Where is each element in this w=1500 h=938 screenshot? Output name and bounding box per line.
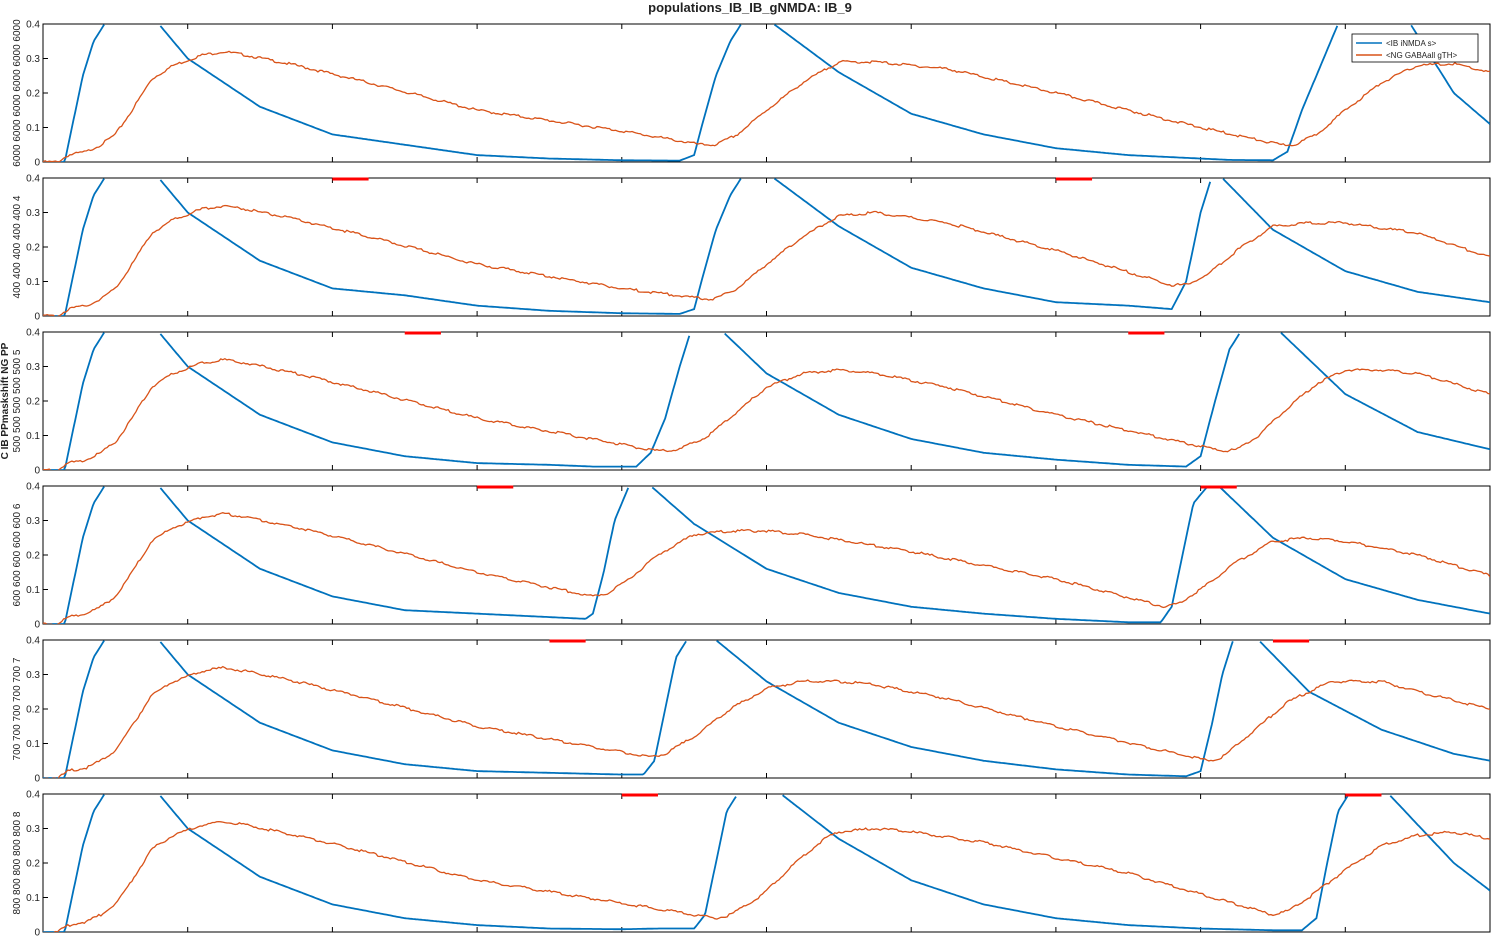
panel-axes-box [42, 331, 1491, 471]
y-tick-label: 0.4 [26, 174, 40, 185]
panel-axes-box [42, 177, 1491, 317]
y-tick-label: 0.2 [26, 859, 40, 870]
panel-axes-box [42, 793, 1491, 933]
y-tick-label: 0.3 [26, 208, 40, 219]
series-line-ib-inmda [43, 178, 1490, 316]
panel-ylabel: 500 500 500 500 500 5 [12, 349, 23, 452]
y-tick-label: 0.1 [26, 585, 40, 596]
y-tick-label: 0.1 [26, 277, 40, 288]
y-tick-label: 0.3 [26, 54, 40, 65]
y-tick-label: 0.1 [26, 123, 40, 134]
y-tick-label: 0.4 [26, 20, 40, 31]
y-tick-label: 0.4 [26, 790, 40, 801]
panel-ylabel: 6000 6000 6000 6000 6000 6000 [12, 19, 23, 167]
series-line-ib-inmda [43, 640, 1490, 778]
panel-ylabel: 800 800 800 800 800 8 [12, 811, 23, 914]
series-line-ib-inmda [43, 332, 1490, 470]
y-tick-label: 0.4 [26, 636, 40, 647]
series-line-ib-inmda [43, 794, 1490, 932]
series-line-ng-gabaall [43, 357, 1490, 470]
figure-ylabel: C IB PPmaskshift NG PP [0, 342, 11, 459]
y-tick-label: 0.4 [26, 328, 40, 339]
y-tick-label: 0 [34, 312, 40, 323]
y-tick-label: 0 [34, 466, 40, 477]
y-tick-label: 0.4 [26, 482, 40, 493]
legend-entry: <NG GABAall gTH> [1386, 51, 1457, 60]
y-tick-label: 0.3 [26, 670, 40, 681]
panel-axes-box [42, 485, 1491, 625]
series-line-ng-gabaall [43, 204, 1490, 316]
panel-ylabel: 700 700 700 700 700 7 [12, 657, 23, 760]
y-tick-label: 0.2 [26, 551, 40, 562]
y-tick-label: 0.1 [26, 431, 40, 442]
y-tick-label: 0.2 [26, 243, 40, 254]
y-tick-label: 0.2 [26, 397, 40, 408]
y-tick-label: 0.2 [26, 89, 40, 100]
y-tick-label: 0 [34, 620, 40, 631]
y-tick-label: 0.3 [26, 824, 40, 835]
y-tick-label: 0.2 [26, 705, 40, 716]
series-line-ng-gabaall [43, 50, 1490, 162]
legend: <IB iNMDA s> <NG GABAall gTH> [1351, 33, 1479, 63]
series-line-ib-inmda [43, 486, 1490, 624]
y-tick-label: 0.3 [26, 362, 40, 373]
legend-box [1351, 33, 1479, 63]
series-line-ib-inmda [43, 24, 1490, 162]
y-tick-label: 0 [34, 928, 40, 938]
panel-ylabel: 600 600 600 600 600 6 [12, 503, 23, 606]
series-line-ng-gabaall [43, 512, 1490, 624]
panel-axes-box [42, 639, 1491, 779]
legend-entry: <IB iNMDA s> [1386, 39, 1437, 48]
y-tick-label: 0 [34, 774, 40, 785]
y-tick-label: 0.1 [26, 739, 40, 750]
figure-title: populations_IB_IB_gNMDA: IB_9 [648, 0, 852, 15]
y-tick-label: 0.1 [26, 893, 40, 904]
series-line-ng-gabaall [43, 820, 1490, 932]
y-tick-label: 0 [34, 158, 40, 169]
series-line-ng-gabaall [43, 665, 1490, 778]
panel-ylabel: 400 400 400 400 400 4 [12, 195, 23, 298]
y-tick-label: 0.3 [26, 516, 40, 527]
